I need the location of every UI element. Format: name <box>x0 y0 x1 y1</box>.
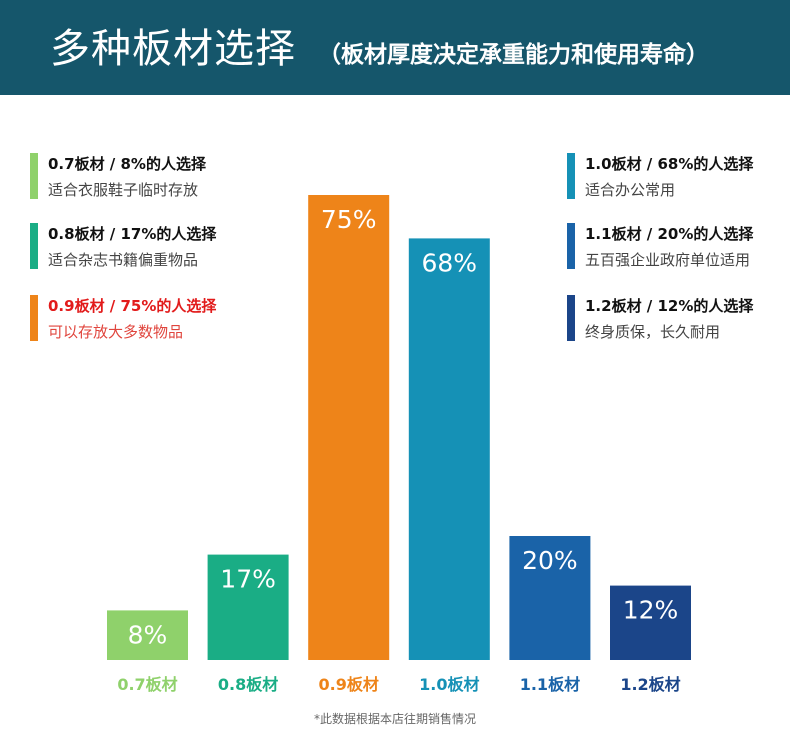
category-label: 1.1板材 <box>520 675 580 694</box>
legend-title: 0.8板材 / 17%的人选择 <box>48 225 217 243</box>
bar-0.8板材 <box>207 554 289 660</box>
bar-value-label: 68% <box>422 248 478 277</box>
page-title: 多种板材选择 <box>50 26 296 72</box>
legend-swatch <box>30 295 38 341</box>
legend-swatch <box>30 223 38 269</box>
legend-desc: 适合办公常用 <box>585 181 676 199</box>
bar-1.0板材 <box>408 238 490 660</box>
category-label: 1.0板材 <box>419 675 479 694</box>
legend-desc: 适合杂志书籍偏重物品 <box>48 251 199 269</box>
legend-desc: 终身质保，长久耐用 <box>585 323 721 341</box>
legend-title: 1.0板材 / 68%的人选择 <box>585 155 754 173</box>
bar-0.7板材 <box>107 610 188 660</box>
legend-desc: 适合衣服鞋子临时存放 <box>48 181 199 199</box>
legend-swatch <box>567 223 575 269</box>
bar-value-label: 12% <box>623 596 679 625</box>
legend-desc: 五百强企业政府单位适用 <box>585 251 751 269</box>
bar-value-label: 8% <box>128 620 168 649</box>
bar-value-label: 20% <box>522 546 578 575</box>
bar-1.2板材 <box>610 585 691 660</box>
bar-value-label: 75% <box>321 205 377 234</box>
bar-0.9板材 <box>308 195 390 660</box>
legend-title: 0.9板材 / 75%的人选择 <box>48 297 217 315</box>
header-banner: 多种板材选择 （板材厚度决定承重能力和使用寿命） <box>0 0 790 95</box>
category-label: 0.8板材 <box>218 675 278 694</box>
data-source-note: *此数据根据本店往期销售情况 <box>313 712 476 726</box>
legend-desc: 可以存放大多数物品 <box>48 323 184 341</box>
legend-title: 0.7板材 / 8%的人选择 <box>48 155 206 173</box>
bar-1.1板材 <box>509 536 591 660</box>
legend-swatch <box>567 295 575 341</box>
category-label: 0.9板材 <box>319 675 379 694</box>
legend-title: 1.1板材 / 20%的人选择 <box>585 225 754 243</box>
legend-title: 1.2板材 / 12%的人选择 <box>585 297 754 315</box>
page-subtitle: （板材厚度决定承重能力和使用寿命） <box>318 42 709 68</box>
bar-value-label: 17% <box>220 565 276 594</box>
category-label: 1.2板材 <box>620 675 680 694</box>
legend-swatch <box>567 153 575 199</box>
category-label: 0.7板材 <box>117 675 177 694</box>
legend-swatch <box>30 153 38 199</box>
